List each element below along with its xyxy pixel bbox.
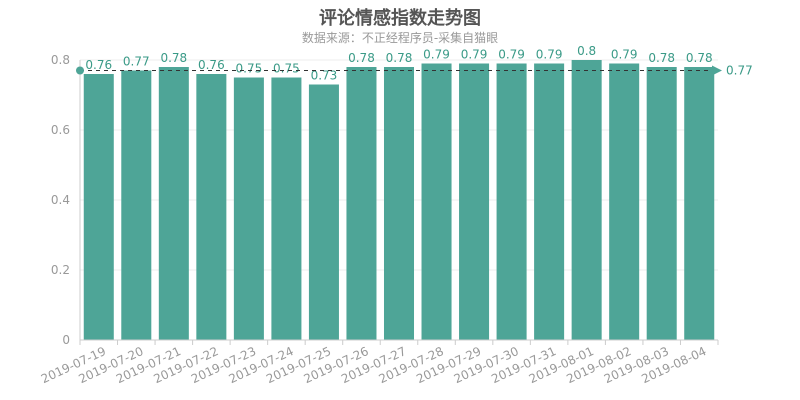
bar[interactable] <box>271 77 302 341</box>
y-tick-label: 0.4 <box>51 193 70 207</box>
bar[interactable] <box>609 63 640 341</box>
bar-value-label: 0.78 <box>348 51 375 65</box>
bar[interactable] <box>571 60 602 340</box>
bar[interactable] <box>534 63 565 341</box>
bar[interactable] <box>421 63 452 341</box>
bar-value-label: 0.79 <box>498 48 525 62</box>
bar-value-label: 0.78 <box>160 51 187 65</box>
bar[interactable] <box>346 67 377 340</box>
bar-value-label: 0.73 <box>311 69 338 83</box>
bar[interactable] <box>196 74 227 340</box>
bar-value-label: 0.75 <box>236 62 263 76</box>
bar-value-label: 0.76 <box>198 58 225 72</box>
x-axis: 2019-07-192019-07-202019-07-212019-07-22… <box>39 339 719 386</box>
bar[interactable] <box>459 63 490 341</box>
bar[interactable] <box>383 67 415 340</box>
average-line-arrow <box>712 65 722 76</box>
bar[interactable] <box>496 63 527 341</box>
bar[interactable] <box>308 84 339 341</box>
bar-value-label: 0.75 <box>273 62 300 76</box>
bar-value-label: 0.76 <box>85 58 112 72</box>
bar[interactable] <box>233 77 264 341</box>
bar-value-label: 0.78 <box>386 51 413 65</box>
chart-subtitle: 数据来源：不正经程序员-采集自猫眼 <box>301 31 499 45</box>
bar[interactable] <box>121 70 152 341</box>
bar[interactable] <box>646 67 677 340</box>
average-line-group: 0.77 <box>76 64 753 78</box>
chart-title: 评论情感指数走势图 <box>319 8 481 29</box>
bar-value-label: 0.78 <box>686 51 713 65</box>
bar-value-label: 0.79 <box>423 48 450 62</box>
bar[interactable] <box>83 74 114 340</box>
y-tick-label: 0.2 <box>51 263 70 277</box>
average-line-start-dot <box>76 66 84 75</box>
bar-labels: 0.76 0.77 0.78 0.76 0.75 0.75 0.73 0.78 0.78 0.79… <box>85 44 712 83</box>
bar-value-label: 0.77 <box>123 55 150 69</box>
bar-series <box>83 60 715 341</box>
bar[interactable] <box>158 67 189 340</box>
y-tick-label: 0.8 <box>51 53 70 67</box>
bar-value-label: 0.79 <box>461 48 488 62</box>
y-axis: 0 0.2 0.4 0.6 0.8 <box>51 53 81 347</box>
bar[interactable] <box>684 67 715 340</box>
average-line-label: 0.77 <box>726 64 753 78</box>
y-tick-label: 0 <box>62 333 70 347</box>
y-tick-label: 0.6 <box>51 123 70 137</box>
bar-value-label: 0.79 <box>536 48 563 62</box>
bar-value-label: 0.8 <box>577 44 596 58</box>
bar-value-label: 0.79 <box>611 48 638 62</box>
bar-value-label: 0.78 <box>648 51 675 65</box>
